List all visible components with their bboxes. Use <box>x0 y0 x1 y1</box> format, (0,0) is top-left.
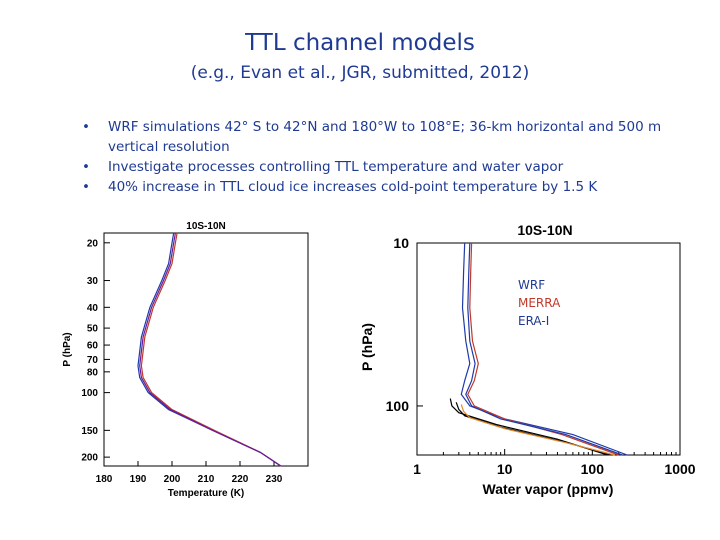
slide-title: TTL channel models <box>245 30 475 56</box>
x-tick-label: 230 <box>266 474 283 485</box>
series-line-obs-3 <box>460 404 615 456</box>
x-tick-label: 220 <box>232 474 249 485</box>
temperature-profile-chart: 10S-10N Temperature (K) P (hPa) 180 190 200 21… <box>62 221 309 499</box>
series-line-merra <box>140 232 282 467</box>
chart-title: 10S-10N <box>517 222 572 238</box>
water-vapor-profile-chart: 10S-10N Water vapor (ppmv) P (hPa) 1 10 100 10… <box>359 222 696 497</box>
x-tick-label: 1 <box>413 461 421 477</box>
bullet-text: 40% increase in TTL cloud ice increases … <box>108 179 598 195</box>
x-tick-label: 100 <box>581 461 605 477</box>
bullet-marker: • <box>82 179 90 195</box>
bullet-marker: • <box>82 119 90 135</box>
y-tick-label: 30 <box>87 276 99 287</box>
bullet-text: WRF simulations 42° S to 42°N and 180°W … <box>108 119 662 155</box>
x-tick-label: 190 <box>130 474 147 485</box>
legend-entry: WRF <box>518 278 545 292</box>
y-axis-label: P (hPa) <box>359 323 375 371</box>
bullet-text: Investigate processes controlling TTL te… <box>108 159 564 175</box>
y-tick-label: 10 <box>393 235 409 251</box>
y-tick-label: 80 <box>87 367 99 378</box>
y-tick-label: 50 <box>87 324 99 335</box>
y-tick-label: 60 <box>87 341 99 352</box>
bullet-item: • WRF simulations 42° S to 42°N and 180°W… <box>82 117 682 157</box>
y-tick-label: 200 <box>81 453 98 464</box>
bullet-item: • Investigate processes controlling TTL t… <box>82 157 682 177</box>
y-tick-label: 100 <box>81 388 98 399</box>
y-tick-label: 40 <box>87 303 99 314</box>
legend-entry: ERA-I <box>518 314 549 328</box>
x-tick-label: 200 <box>164 474 181 485</box>
y-tick-label: 20 <box>87 238 99 249</box>
y-tick-label: 100 <box>386 398 410 414</box>
bullet-item: • 40% increase in TTL cloud ice increases… <box>82 177 682 197</box>
chart-title: 10S-10N <box>186 221 225 232</box>
y-axis-label: P (hPa) <box>62 332 73 366</box>
x-tick-label: 180 <box>96 474 113 485</box>
x-axis-label: Water vapor (ppmv) <box>483 481 614 497</box>
series-line-era-i <box>139 232 282 467</box>
series-line-wrf <box>137 232 282 467</box>
x-tick-label: 210 <box>198 474 215 485</box>
plot-frame <box>416 242 681 456</box>
x-tick-label: 1000 <box>664 461 695 477</box>
x-axis-label: Temperature (K) <box>168 488 245 499</box>
series-line-wrf <box>460 242 628 456</box>
legend-entry: MERRA <box>518 296 561 310</box>
bullet-marker: • <box>82 159 90 175</box>
x-tick-label: 10 <box>497 461 513 477</box>
y-tick-label: 70 <box>87 355 99 366</box>
slide-subtitle: (e.g., Evan et al., JGR, submitted, 2012… <box>190 63 530 83</box>
bullet-list: • WRF simulations 42° S to 42°N and 180°W… <box>82 117 682 197</box>
plot-frame <box>103 232 309 467</box>
y-tick-label: 150 <box>81 426 98 437</box>
series-line-era-i <box>465 242 623 456</box>
